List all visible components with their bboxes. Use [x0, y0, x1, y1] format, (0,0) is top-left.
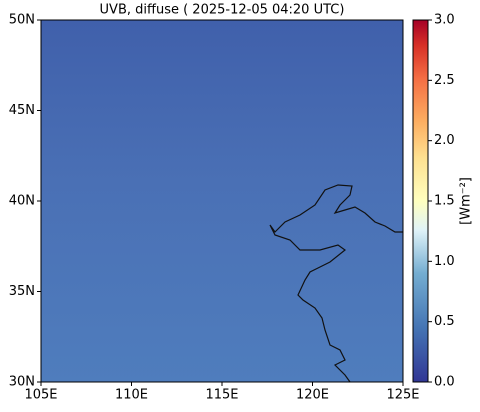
colorbar-tick-label: 3.0 [434, 13, 455, 28]
y-tick-label: 40N [9, 194, 35, 209]
y-tick-label: 35N [9, 284, 35, 299]
y-tick-label: 45N [9, 103, 35, 118]
y-tick-label: 50N [9, 13, 35, 28]
data-field [41, 20, 403, 382]
chart-title: UVB, diffuse ( 2025-12-05 04:20 UTC) [100, 3, 345, 18]
colorbar [412, 19, 429, 383]
colorbar-tick-label: 2.0 [434, 133, 455, 148]
colorbar-label: [Wm⁻²] [459, 177, 474, 225]
colorbar-tick-label: 2.5 [434, 73, 455, 88]
x-tick-label: 110E [115, 388, 148, 403]
colorbar-tick-label: 0.5 [434, 314, 455, 329]
x-tick-label: 115E [205, 388, 238, 403]
x-tick-label: 105E [24, 388, 57, 403]
x-tick-label: 125E [386, 388, 419, 403]
colorbar-tick-label: 1.5 [434, 194, 455, 209]
coastline [269, 184, 403, 383]
x-tick-label: 120E [296, 388, 329, 403]
colorbar-tick-label: 0.0 [434, 375, 455, 390]
colorbar-tick-label: 1.0 [434, 254, 455, 269]
y-tick-label: 30N [9, 375, 35, 390]
